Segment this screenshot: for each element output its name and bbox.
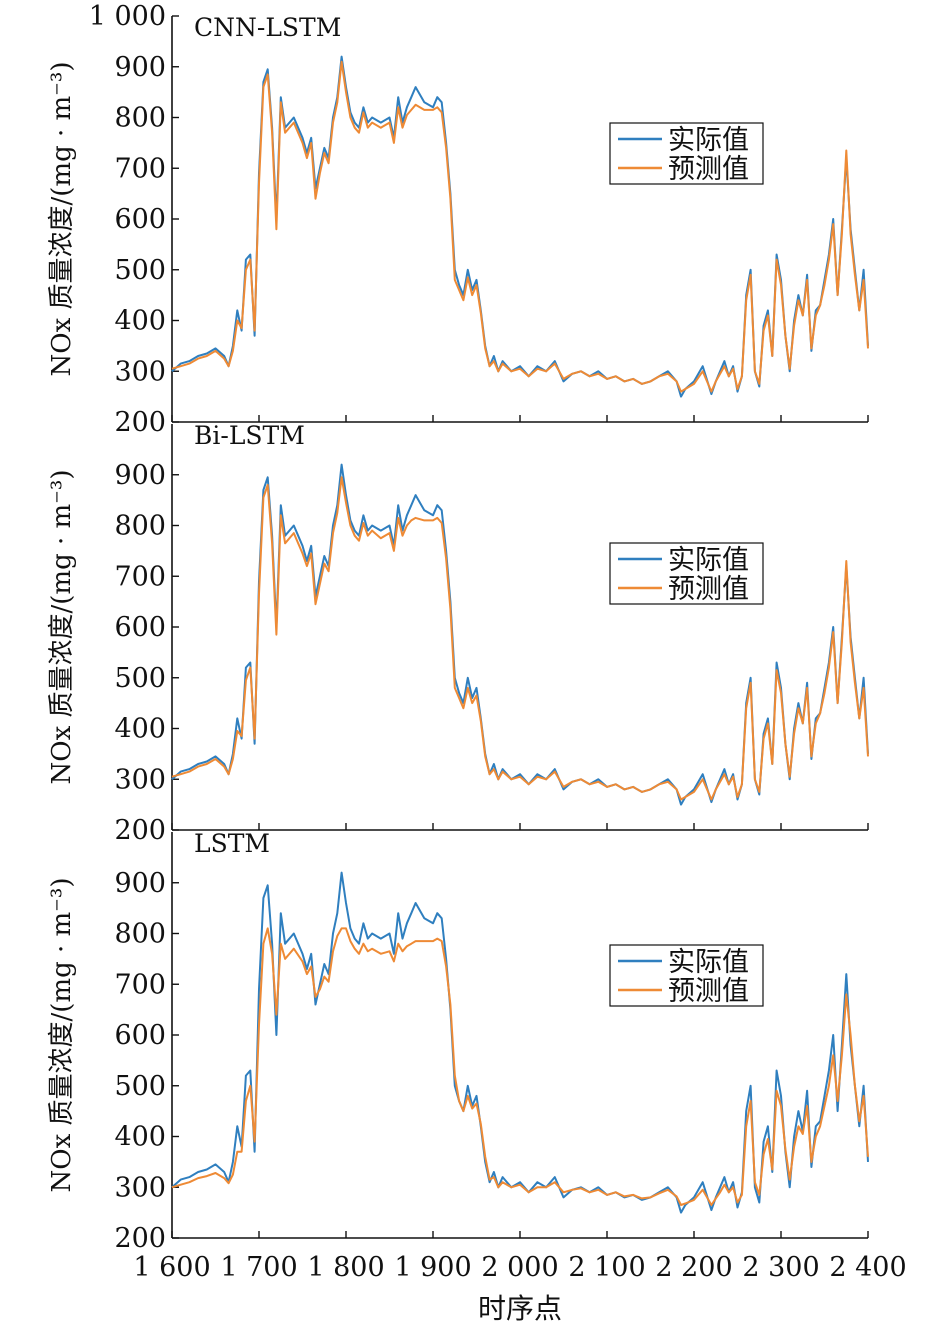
y-axis-label: NOx 质量浓度/(mg · m⁻³) (47, 62, 77, 377)
y-tick-label: 200 (114, 815, 166, 846)
series-predicted-line (171, 60, 869, 393)
y-tick-label: 400 (114, 714, 166, 745)
series-actual-line (171, 463, 869, 806)
x-axis-label: 时序点 (478, 1292, 562, 1325)
y-tick-label: 900 (114, 52, 166, 83)
panel-2: 200 300 400 500 600 700 800 900 NOx 质量浓度/(mg · m… (47, 421, 869, 846)
y-tick-label: 800 (114, 103, 166, 134)
legend-predicted-label: 预测值 (668, 154, 749, 185)
panel-1: 200 300 400 500 600 700 800 900 1 000 NOx 质量浓度/(m… (47, 1, 869, 438)
y-tick-label: 500 (114, 255, 166, 286)
legend-predicted-label: 预测值 (668, 976, 749, 1007)
y-tick-label: 500 (114, 1071, 166, 1102)
y-tick-label: 200 (114, 1223, 166, 1254)
series-actual-line (171, 871, 869, 1214)
panel-title: LSTM (194, 829, 270, 858)
y-tick-label: 900 (114, 460, 166, 491)
legend-predicted-label: 预测值 (668, 574, 749, 605)
y-tick-label: 600 (114, 204, 166, 235)
y-axis-label: NOx 质量浓度/(mg · m⁻³) (47, 878, 77, 1193)
panel-title: CNN-LSTM (194, 13, 341, 42)
x-tick-label: 2 200 (655, 1252, 732, 1283)
y-tick-label: 400 (114, 306, 166, 337)
legend-actual-label: 实际值 (668, 947, 749, 978)
x-tick-label: 2 000 (481, 1252, 558, 1283)
chart-panels: 200 300 400 500 600 700 800 900 1 000 NOx 质量浓度/(m… (47, 1, 869, 1254)
x-tick-label: 2 100 (568, 1252, 645, 1283)
y-tick-label: 700 (114, 153, 166, 184)
legend-actual-label: 实际值 (668, 545, 749, 576)
y-tick-label: 200 (114, 407, 166, 438)
y-tick-label: 800 (114, 919, 166, 950)
y-axis-label: NOx 质量浓度/(mg · m⁻³) (47, 470, 77, 785)
x-tick-label: 1 700 (220, 1252, 297, 1283)
y-tick-label: 700 (114, 969, 166, 1000)
panel-3: 200 300 400 500 600 700 800 900 NOx 质量浓度/(mg · m… (47, 829, 869, 1254)
legend-box (609, 944, 764, 1007)
x-tick-label: 1 900 (394, 1252, 471, 1283)
y-tick-label: 600 (114, 1020, 166, 1051)
series-actual-line (171, 55, 869, 398)
legend-box (609, 542, 764, 605)
y-tick-label: 1 000 (89, 1, 166, 32)
panel-title: Bi-LSTM (194, 421, 305, 450)
y-tick-label: 300 (114, 1172, 166, 1203)
y-tick-label: 500 (114, 663, 166, 694)
series-predicted-line (171, 476, 869, 801)
x-tick-label: 1 600 (133, 1252, 210, 1283)
y-tick-label: 600 (114, 612, 166, 643)
legend-box (609, 122, 764, 185)
y-tick-label: 300 (114, 764, 166, 795)
x-tick-labels: 1 600 1 700 1 800 1 900 2 000 2 100 2 200 2 300… (133, 1252, 906, 1283)
legend-actual-label: 实际值 (668, 125, 749, 156)
y-tick-label: 800 (114, 511, 166, 542)
series-predicted-line (171, 927, 869, 1206)
x-tick-label: 2 300 (742, 1252, 819, 1283)
x-tick-label: 1 800 (307, 1252, 384, 1283)
y-tick-label: 400 (114, 1122, 166, 1153)
y-tick-label: 700 (114, 561, 166, 592)
y-tick-label: 900 (114, 868, 166, 899)
x-tick-label: 2 400 (829, 1252, 906, 1283)
y-tick-label: 300 (114, 356, 166, 387)
